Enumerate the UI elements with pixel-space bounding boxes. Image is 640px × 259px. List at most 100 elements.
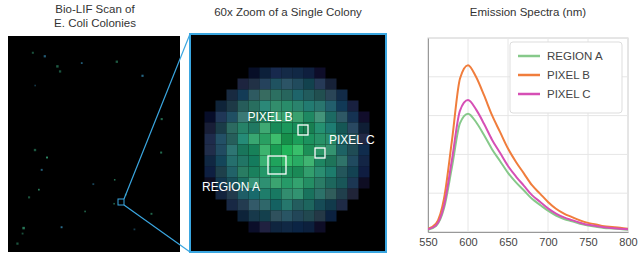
colony-pixel bbox=[249, 145, 260, 156]
connector-line bbox=[124, 205, 190, 252]
colony-dot bbox=[22, 233, 24, 235]
colony-pixel bbox=[227, 145, 238, 156]
colony-pixel bbox=[249, 167, 260, 178]
colony-dot bbox=[41, 169, 43, 171]
x-grid-line bbox=[628, 38, 629, 232]
legend-label: PIXEL B bbox=[547, 69, 590, 81]
colony-pixel bbox=[326, 90, 337, 101]
colony-pixel bbox=[315, 123, 326, 134]
colony-pixel bbox=[282, 167, 293, 178]
colony-pixel bbox=[304, 101, 315, 112]
colony-pixel bbox=[271, 156, 282, 167]
colony-dot bbox=[160, 152, 162, 154]
colony-pixel bbox=[315, 156, 326, 167]
region-label: PIXEL C bbox=[329, 133, 375, 147]
colony-dot bbox=[161, 118, 163, 120]
colony-pixel bbox=[282, 211, 293, 222]
colony-pixel bbox=[293, 222, 304, 233]
colony-pixel bbox=[326, 178, 337, 189]
scan-title: Bio-LIF Scan ofE. Coli Colonies bbox=[54, 3, 136, 29]
colony-pixel bbox=[304, 123, 315, 134]
colony-pixel bbox=[249, 79, 260, 90]
colony-pixel bbox=[293, 178, 304, 189]
colony-dot bbox=[32, 52, 34, 54]
colony-pixel bbox=[315, 189, 326, 200]
colony-pixel bbox=[271, 123, 282, 134]
colony-pixel bbox=[304, 90, 315, 101]
colony-pixel bbox=[348, 112, 359, 123]
colony-pixel bbox=[304, 167, 315, 178]
colony-pixel bbox=[282, 189, 293, 200]
colony-pixel bbox=[348, 123, 359, 134]
colony-pixel bbox=[337, 200, 348, 211]
colony-pixel bbox=[238, 123, 249, 134]
colony-pixel bbox=[359, 178, 370, 189]
colony-pixel bbox=[282, 145, 293, 156]
colony-pixel bbox=[271, 211, 282, 222]
colony-dot bbox=[81, 62, 83, 64]
colony-pixel bbox=[315, 112, 326, 123]
colony-pixel bbox=[337, 101, 348, 112]
colony-pixel bbox=[260, 222, 271, 233]
colony-pixel bbox=[271, 222, 282, 233]
colony-pixel bbox=[238, 79, 249, 90]
colony-pixel bbox=[216, 112, 227, 123]
colony-pixel bbox=[326, 167, 337, 178]
region-box bbox=[298, 125, 308, 135]
colony-pixel bbox=[326, 200, 337, 211]
colony-pixel bbox=[304, 79, 315, 90]
colony-pixel bbox=[205, 145, 216, 156]
colony-pixel bbox=[260, 156, 271, 167]
scan-image bbox=[8, 36, 180, 252]
colony-pixel bbox=[216, 145, 227, 156]
colony-pixel bbox=[326, 189, 337, 200]
x-tick-label: 550 bbox=[419, 236, 437, 248]
legend-label: REGION A bbox=[547, 50, 603, 62]
colony-pixel bbox=[238, 156, 249, 167]
colony-pixel bbox=[282, 79, 293, 90]
colony-pixel bbox=[216, 101, 227, 112]
colony-pixel bbox=[260, 178, 271, 189]
colony-pixel bbox=[337, 189, 348, 200]
colony-pixel bbox=[271, 134, 282, 145]
colony-pixel bbox=[315, 178, 326, 189]
colony-pixel bbox=[260, 68, 271, 79]
colony-pixel bbox=[227, 156, 238, 167]
colony-pixel bbox=[304, 112, 315, 123]
colony-dot bbox=[116, 61, 118, 63]
colony-pixel bbox=[260, 211, 271, 222]
x-grid-line bbox=[508, 38, 509, 232]
legend-swatch bbox=[518, 55, 540, 58]
legend: REGION A PIXEL B PIXEL C bbox=[510, 42, 622, 113]
colony-pixel bbox=[315, 167, 326, 178]
x-grid-line bbox=[468, 38, 469, 232]
colony-dot bbox=[34, 85, 36, 87]
chart-title: Emission Spectra (nm) bbox=[470, 6, 586, 18]
colony-pixel bbox=[348, 156, 359, 167]
colony-pixel bbox=[326, 79, 337, 90]
legend-label: PIXEL C bbox=[547, 88, 591, 100]
colony-pixel bbox=[359, 167, 370, 178]
colony-pixel bbox=[348, 101, 359, 112]
colony-pixel bbox=[282, 178, 293, 189]
colony-pixel bbox=[337, 156, 348, 167]
colony-dot bbox=[38, 189, 40, 191]
colony-pixel bbox=[282, 68, 293, 79]
colony-pixel bbox=[293, 90, 304, 101]
colony-pixel bbox=[205, 156, 216, 167]
y-grid-line bbox=[428, 232, 628, 233]
colony-pixel bbox=[282, 200, 293, 211]
colony-pixel bbox=[337, 167, 348, 178]
colony-pixel bbox=[260, 90, 271, 101]
scan-background bbox=[8, 36, 180, 252]
colony-pixel bbox=[238, 211, 249, 222]
y-axis bbox=[428, 39, 430, 233]
colony-pixel bbox=[249, 134, 260, 145]
x-tick: 700 bbox=[539, 232, 557, 248]
colony-pixel bbox=[315, 90, 326, 101]
colony-pixel bbox=[282, 156, 293, 167]
colony-dot bbox=[141, 75, 143, 77]
colony-pixel bbox=[293, 211, 304, 222]
colony-pixel bbox=[304, 189, 315, 200]
colony-pixel bbox=[260, 123, 271, 134]
